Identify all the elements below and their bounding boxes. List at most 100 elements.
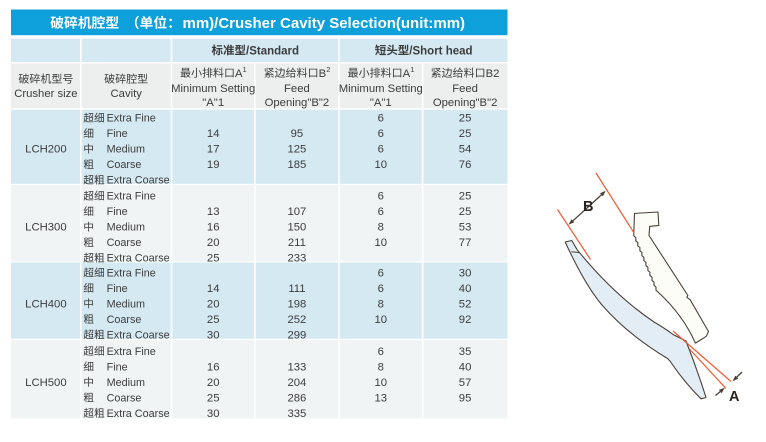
svg-text:Extra Coarse: Extra Coarse (107, 408, 170, 420)
svg-text:Extra Coarse: Extra Coarse (107, 253, 170, 265)
svg-text:mm)/Crusher Cavity Selection(u: mm)/Crusher Cavity Selection(unit:mm) (183, 15, 466, 32)
svg-text:Fine: Fine (107, 128, 128, 140)
svg-text:Feed: Feed (284, 83, 310, 95)
svg-text:LCH500: LCH500 (25, 377, 66, 389)
svg-text:6: 6 (378, 144, 384, 156)
svg-text:20: 20 (207, 298, 220, 310)
svg-text:14: 14 (207, 283, 220, 295)
svg-text:8: 8 (378, 361, 384, 373)
svg-text:335: 335 (287, 408, 306, 420)
svg-text:A: A (235, 68, 243, 80)
svg-text:/Short head: /Short head (409, 45, 472, 57)
svg-text:252: 252 (287, 314, 306, 326)
svg-text:25: 25 (207, 392, 220, 404)
svg-text:Extra Coarse: Extra Coarse (107, 175, 170, 187)
svg-text:30: 30 (459, 267, 472, 279)
svg-text:A: A (403, 68, 411, 80)
svg-text:2: 2 (326, 65, 330, 74)
svg-text:185: 185 (287, 159, 306, 171)
svg-text:198: 198 (287, 298, 306, 310)
svg-text:10: 10 (375, 377, 388, 389)
svg-text:20: 20 (207, 237, 220, 249)
svg-text:13: 13 (207, 206, 220, 218)
svg-text:54: 54 (459, 144, 472, 156)
svg-text:6: 6 (378, 283, 384, 295)
svg-text:Extra Fine: Extra Fine (107, 346, 156, 358)
svg-text:19: 19 (207, 159, 220, 171)
svg-text:Opening"B"2: Opening"B"2 (265, 97, 330, 109)
svg-text:95: 95 (291, 128, 304, 140)
svg-text:211: 211 (288, 237, 306, 249)
svg-text:35: 35 (459, 346, 472, 358)
svg-text:LCH400: LCH400 (25, 298, 66, 310)
svg-text:95: 95 (459, 392, 472, 404)
svg-text:52: 52 (459, 298, 472, 310)
svg-text:B: B (583, 199, 593, 215)
svg-text:Cavity: Cavity (111, 88, 143, 100)
svg-text:Extra Fine: Extra Fine (107, 113, 156, 125)
svg-text:13: 13 (375, 392, 388, 404)
svg-text:16: 16 (207, 222, 220, 234)
svg-text:Medium: Medium (107, 144, 145, 156)
svg-text:Minimum Setting: Minimum Setting (339, 83, 423, 95)
svg-text:Medium: Medium (107, 298, 145, 310)
svg-text:1: 1 (410, 65, 414, 74)
svg-text:107: 107 (287, 206, 306, 218)
svg-text:111: 111 (288, 283, 305, 295)
svg-text:133: 133 (287, 361, 306, 373)
svg-text:Extra Coarse: Extra Coarse (107, 329, 170, 341)
svg-text:40: 40 (459, 361, 472, 373)
svg-text:8: 8 (378, 298, 384, 310)
svg-text:25: 25 (459, 113, 472, 125)
svg-text:"A"1: "A"1 (202, 97, 224, 109)
svg-text:Crusher size: Crusher size (14, 88, 77, 100)
svg-text:10: 10 (375, 237, 388, 249)
svg-text:286: 286 (287, 392, 306, 404)
svg-text:92: 92 (459, 314, 472, 326)
svg-text:30: 30 (207, 408, 220, 420)
svg-text:25: 25 (459, 206, 472, 218)
svg-text:Coarse: Coarse (107, 237, 142, 249)
svg-text:25: 25 (207, 253, 220, 265)
svg-text:16: 16 (207, 361, 220, 373)
svg-text:/Standard: /Standard (246, 45, 299, 57)
svg-text:204: 204 (287, 377, 306, 389)
svg-text:40: 40 (459, 283, 472, 295)
svg-text:30: 30 (207, 329, 220, 341)
svg-text:A: A (729, 389, 740, 405)
svg-text:LCH200: LCH200 (25, 144, 66, 156)
svg-text:B: B (319, 68, 327, 80)
svg-text:B2: B2 (486, 68, 500, 80)
svg-text:Extra Fine: Extra Fine (107, 267, 156, 279)
svg-text:6: 6 (378, 267, 384, 279)
svg-text:1: 1 (243, 65, 247, 74)
svg-text:125: 125 (287, 144, 306, 156)
svg-text:233: 233 (287, 253, 306, 265)
svg-text:57: 57 (459, 377, 472, 389)
svg-text:20: 20 (207, 377, 220, 389)
svg-text:6: 6 (378, 191, 384, 203)
svg-text:6: 6 (378, 113, 384, 125)
svg-text:Medium: Medium (107, 377, 145, 389)
svg-text:Fine: Fine (107, 283, 128, 295)
svg-text:76: 76 (459, 159, 472, 171)
svg-text:6: 6 (378, 346, 384, 358)
svg-text:Extra Fine: Extra Fine (107, 191, 156, 203)
svg-text:6: 6 (378, 206, 384, 218)
svg-text:25: 25 (207, 314, 220, 326)
svg-text:"A"1: "A"1 (370, 97, 392, 109)
svg-text:Coarse: Coarse (107, 159, 142, 171)
svg-text:LCH300: LCH300 (25, 222, 66, 234)
svg-text:Opening"B"2: Opening"B"2 (433, 97, 498, 109)
svg-text:17: 17 (207, 144, 220, 156)
svg-text:77: 77 (459, 237, 472, 249)
svg-text:Coarse: Coarse (107, 392, 142, 404)
svg-text:25: 25 (459, 128, 472, 140)
svg-text:Fine: Fine (107, 361, 128, 373)
svg-text:14: 14 (207, 128, 220, 140)
svg-text:Medium: Medium (107, 222, 145, 234)
svg-text:6: 6 (378, 128, 384, 140)
svg-text:53: 53 (459, 222, 472, 234)
svg-text:8: 8 (378, 222, 384, 234)
svg-text:299: 299 (287, 329, 306, 341)
